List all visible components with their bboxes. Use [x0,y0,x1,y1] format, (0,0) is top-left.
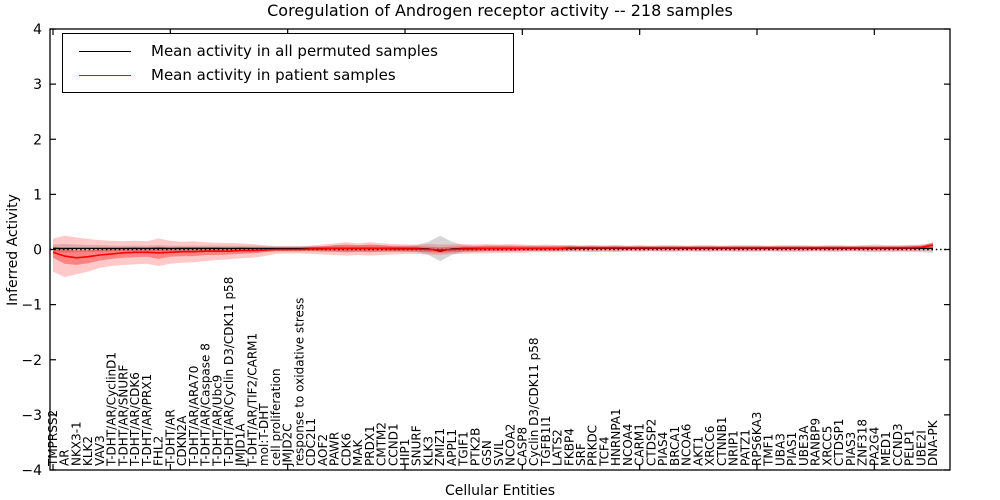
x-category-label: T-DHT/AR/Cyclin D3/CDK11 p58 [222,277,236,467]
patient-mean-line [52,244,934,259]
x-category-label: FHL2 [152,436,166,466]
x-category-label: JMJD1A [234,423,248,467]
x-category-label: NCOA6 [680,424,694,466]
x-category-label: mol:T-DHT [257,403,271,466]
x-category-label: PIAS1 [785,432,799,466]
x-category-label: CMTM2 [375,422,389,466]
x-category-label: HNRNPA1 [609,408,623,466]
y-tick-label: −2 [21,353,42,369]
x-category-label: TGIF1 [457,431,471,467]
x-category-label: TMPRSS2 [46,410,60,467]
legend: Mean activity in all permuted samples Me… [62,33,514,93]
x-category-label: FKBP4 [562,428,576,466]
x-category-label: XRCC5 [820,426,834,466]
x-category-label: NKX3-1 [70,421,84,466]
x-category-label: PATZ1 [738,429,752,466]
chart-title: Coregulation of Androgen receptor activi… [267,1,733,20]
x-category-label: T-DHT/AR/Ubc9 [210,375,224,467]
x-category-label: GSN [480,440,494,466]
x-category-label: PRKDC [586,425,600,466]
x-category-label: CCND1 [386,423,400,466]
y-tick-label: 4 [33,22,42,38]
x-category-label: Cyclin D3/CDK11 p58 [527,337,541,466]
x-category-label: PRDX1 [363,425,377,466]
patient-outer-band [53,235,933,278]
x-axis-label: Cellular Entities [444,483,556,499]
x-category-label: NCOA2 [504,424,518,466]
x-category-label: KLK2 [81,436,95,466]
x-category-label: TGFB1I1 [539,415,553,467]
y-tick-label: −3 [21,408,42,424]
x-category-label: VAV3 [93,435,107,466]
x-category-label: RANBP9 [809,418,823,466]
x-category-label: T-DHT/AR/CDK6 [128,372,142,467]
y-tick-label: 3 [33,77,42,93]
x-category-label: cell proliferation [269,368,283,466]
x-category-label: CARM1 [633,423,647,466]
x-category-label: PA2G4 [867,427,881,466]
x-category-label: HIP1 [398,439,412,466]
x-category-label: MAK [351,438,365,466]
y-tick-label: 0 [33,243,42,259]
x-category-label: MED1 [879,431,893,466]
x-category-label: PTK2B [468,428,482,466]
x-category-label: PAWR [328,432,342,466]
x-category-label: PIAS4 [656,432,670,466]
x-category-label: T-DHT/AR/SNURF [116,365,130,468]
x-category-label: NRIP1 [727,430,741,466]
x-category-label: SVIL [492,440,506,466]
x-category-label: SRF [574,443,588,466]
x-category-label: UBE3A [797,425,811,466]
x-category-label: NCOA4 [621,424,635,466]
x-category-label: T-DHT/AR/PRX1 [140,374,154,467]
x-category-label: T-DHT/AR/TIF2/CARM1 [246,333,260,467]
legend-item-permuted: Mean activity in all permuted samples [79,42,513,60]
x-category-label: T-DHT/AR/ARA70 [187,366,201,467]
legend-label-patient: Mean activity in patient samples [151,66,396,84]
x-category-label: CCND3 [891,423,905,466]
x-category-label: CDC2L1 [304,418,318,466]
x-category-label: TCF4 [598,436,612,467]
x-category-label: APPL1 [445,429,459,466]
y-tick-label: −4 [21,463,42,479]
x-category-label: CDK6 [339,433,353,466]
x-category-label: RPS6KA3 [750,412,764,466]
x-category-label: XRCC6 [703,426,717,466]
legend-label-permuted: Mean activity in all permuted samples [151,42,438,60]
x-category-label: ZNF318 [856,419,870,466]
x-category-label: AR [58,449,72,466]
x-category-label: CTNNB1 [715,416,729,466]
x-category-label: T-DHT/AR/Caspase 8 [199,343,213,467]
x-category-label: BRCA1 [668,426,682,466]
x-category-label: TMF1 [762,434,776,467]
x-category-label: SNURF [410,425,424,466]
x-category-label: AOF2 [316,434,330,466]
x-category-label: CDKN2A [175,415,189,466]
x-category-label: ZMIZ1 [433,428,447,466]
permuted-line-sample [79,50,131,52]
x-category-label: UBE2I [914,430,928,466]
legend-item-patient: Mean activity in patient samples [79,66,513,84]
x-category-label: UBA3 [774,433,788,466]
patient-line-sample [79,74,131,76]
x-category-label: AKT1 [691,436,705,466]
x-category-label: T-DHT/AR [163,409,177,467]
x-category-label: response to oxidative stress [292,298,306,466]
x-category-label: DNA-PK [926,419,940,466]
y-tick-label: 2 [33,132,42,148]
y-tick-label: −1 [21,298,42,314]
x-category-label: CTDSP1 [832,419,846,466]
x-category-label: LATS2 [551,429,565,466]
x-category-label: T-DHT/AR/CyclinD1 [105,352,119,467]
x-category-label: CTDSP2 [644,419,658,466]
y-tick-label: 1 [33,187,42,203]
x-category-label: CASP8 [515,427,529,466]
x-category-label: JMJD2C [281,423,295,467]
x-category-label: KLK3 [422,436,436,466]
x-category-label: PELP1 [903,430,917,466]
x-category-label: PIAS3 [844,432,858,466]
